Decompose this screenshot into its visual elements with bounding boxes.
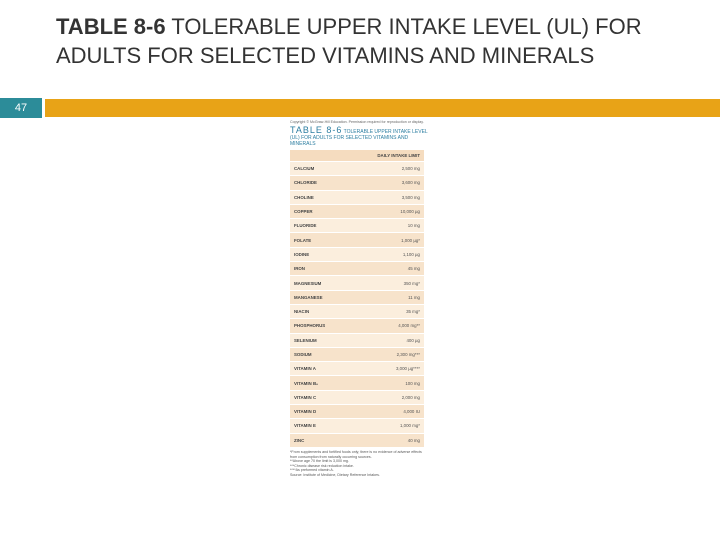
nutrient: PHOSPHORUS xyxy=(290,318,349,334)
table-row: IODINE 1,100 µg xyxy=(290,246,424,262)
intake-limit: 100 mg xyxy=(348,375,424,391)
table-row: PHOSPHORUS 4,000 mg** xyxy=(290,318,424,334)
table-row: NIACIN 35 mg* xyxy=(290,303,424,319)
nutrient: CHLORIDE xyxy=(290,175,349,191)
intake-limit: 45 mg xyxy=(348,261,424,276)
nutrient: CHOLINE xyxy=(290,189,349,205)
table-row: SODIUM 2,300 mg*** xyxy=(290,346,424,362)
nutrient: NIACIN xyxy=(290,303,349,319)
nutrient: COPPER xyxy=(290,203,349,219)
nutrient: VITAMIN C xyxy=(290,389,349,405)
intake-limit: 11 mg xyxy=(348,289,424,305)
nutrient: CALCIUM xyxy=(290,160,349,176)
table-row: FOLATE 1,000 µg* xyxy=(290,232,424,248)
intake-limit: 35 mg* xyxy=(348,303,424,319)
intake-limit: 1,100 µg xyxy=(348,246,424,262)
nutrient: VITAMIN E xyxy=(290,418,349,434)
table-row: VITAMIN D 4,000 IU xyxy=(290,404,424,419)
table-title-text: TOLERABLE UPPER INTAKE LEVEL (UL) FOR AD… xyxy=(290,129,428,147)
table-row: VITAMIN A 3,000 µg**** xyxy=(290,361,424,376)
intake-limit: 3,000 µg**** xyxy=(348,361,424,376)
nutrient: VITAMIN D xyxy=(290,404,349,419)
table-row: IRON 45 mg xyxy=(290,261,424,276)
nutrient: FOLATE xyxy=(290,232,349,248)
nutrient: SELENIUM xyxy=(290,332,349,348)
table-row: CHOLINE 3,500 mg xyxy=(290,189,424,205)
slide-title: TABLE 8-6 TOLERABLE UPPER INTAKE LEVEL (… xyxy=(56,12,696,70)
intake-limit: 400 µg xyxy=(348,332,424,348)
table-row: CHLORIDE 3,600 mg xyxy=(290,175,424,191)
table-row: VITAMIN E 1,000 mg* xyxy=(290,418,424,434)
nutrient: VITAMIN A xyxy=(290,361,349,376)
note: ***Chronic disease risk reduction intake… xyxy=(290,463,354,468)
note: ****As preformed vitamin A. xyxy=(290,468,334,473)
table-row: CALCIUM 2,500 mg xyxy=(290,160,424,176)
nutrient: VITAMIN B₆ xyxy=(290,375,349,391)
intake-limit: 4,000 IU xyxy=(348,404,424,419)
intake-table: DAILY INTAKE LIMIT CALCIUM 2,500 mg CHLORI… xyxy=(290,150,424,447)
intake-limit: 2,300 mg*** xyxy=(348,346,424,362)
copyright: Copyright © McGraw-Hill Education. Permi… xyxy=(290,120,424,124)
nutrient: MAGNESIUM xyxy=(290,275,349,291)
intake-limit: 3,500 mg xyxy=(348,189,424,205)
title-text: TOLERABLE UPPER INTAKE LEVEL (UL) FOR AD… xyxy=(56,14,642,68)
table-label: TABLE 8-6 xyxy=(290,125,343,135)
table-row: ZINC 40 mg xyxy=(290,432,424,447)
table-row: MAGNESIUM 350 mg* xyxy=(290,275,424,291)
nutrient: FLUORIDE xyxy=(290,218,349,233)
intake-limit: 10,000 µg xyxy=(348,203,424,219)
intake-limit: 10 mg xyxy=(348,218,424,233)
title-bold: TABLE 8-6 xyxy=(56,14,166,39)
table-row: SELENIUM 400 µg xyxy=(290,332,424,348)
table-title: TABLE 8-6 TOLERABLE UPPER INTAKE LEVEL (… xyxy=(290,125,428,148)
nutrient: SODIUM xyxy=(290,346,349,362)
intake-limit: 3,600 mg xyxy=(348,175,424,191)
accent-bar xyxy=(45,99,720,117)
intake-limit: 1,000 mg* xyxy=(348,418,424,434)
nutrient: MANGANESE xyxy=(290,289,349,305)
intake-limit: 350 mg* xyxy=(348,275,424,291)
intake-limit: 4,000 mg** xyxy=(348,318,424,334)
table-row: MANGANESE 11 mg xyxy=(290,289,424,305)
intake-limit: 1,000 µg* xyxy=(348,232,424,248)
table-row: VITAMIN B₆ 100 mg xyxy=(290,375,424,391)
table-row: FLUORIDE 10 mg xyxy=(290,218,424,233)
table-figure: Copyright © McGraw-Hill Education. Permi… xyxy=(290,120,428,506)
note: *From supplements and fortified foods on… xyxy=(290,449,422,459)
nutrient: ZINC xyxy=(290,432,349,447)
intake-limit: 2,000 mg xyxy=(348,389,424,405)
nutrient: IRON xyxy=(290,261,349,276)
intake-limit: 40 mg xyxy=(348,432,424,447)
table-row: COPPER 10,000 µg xyxy=(290,203,424,219)
nutrient: IODINE xyxy=(290,246,349,262)
note: Source: Institute of Medicine, Dietary R… xyxy=(290,472,380,477)
intake-limit: 2,500 mg xyxy=(348,160,424,176)
table-row: VITAMIN C 2,000 mg xyxy=(290,389,424,405)
column-header: DAILY INTAKE LIMIT xyxy=(348,150,424,162)
slide-number: 47 xyxy=(0,98,42,118)
note: **Above age 70 the limit is 3,000 mg. xyxy=(290,459,349,464)
notes: *From supplements and fortified foods on… xyxy=(290,450,428,478)
